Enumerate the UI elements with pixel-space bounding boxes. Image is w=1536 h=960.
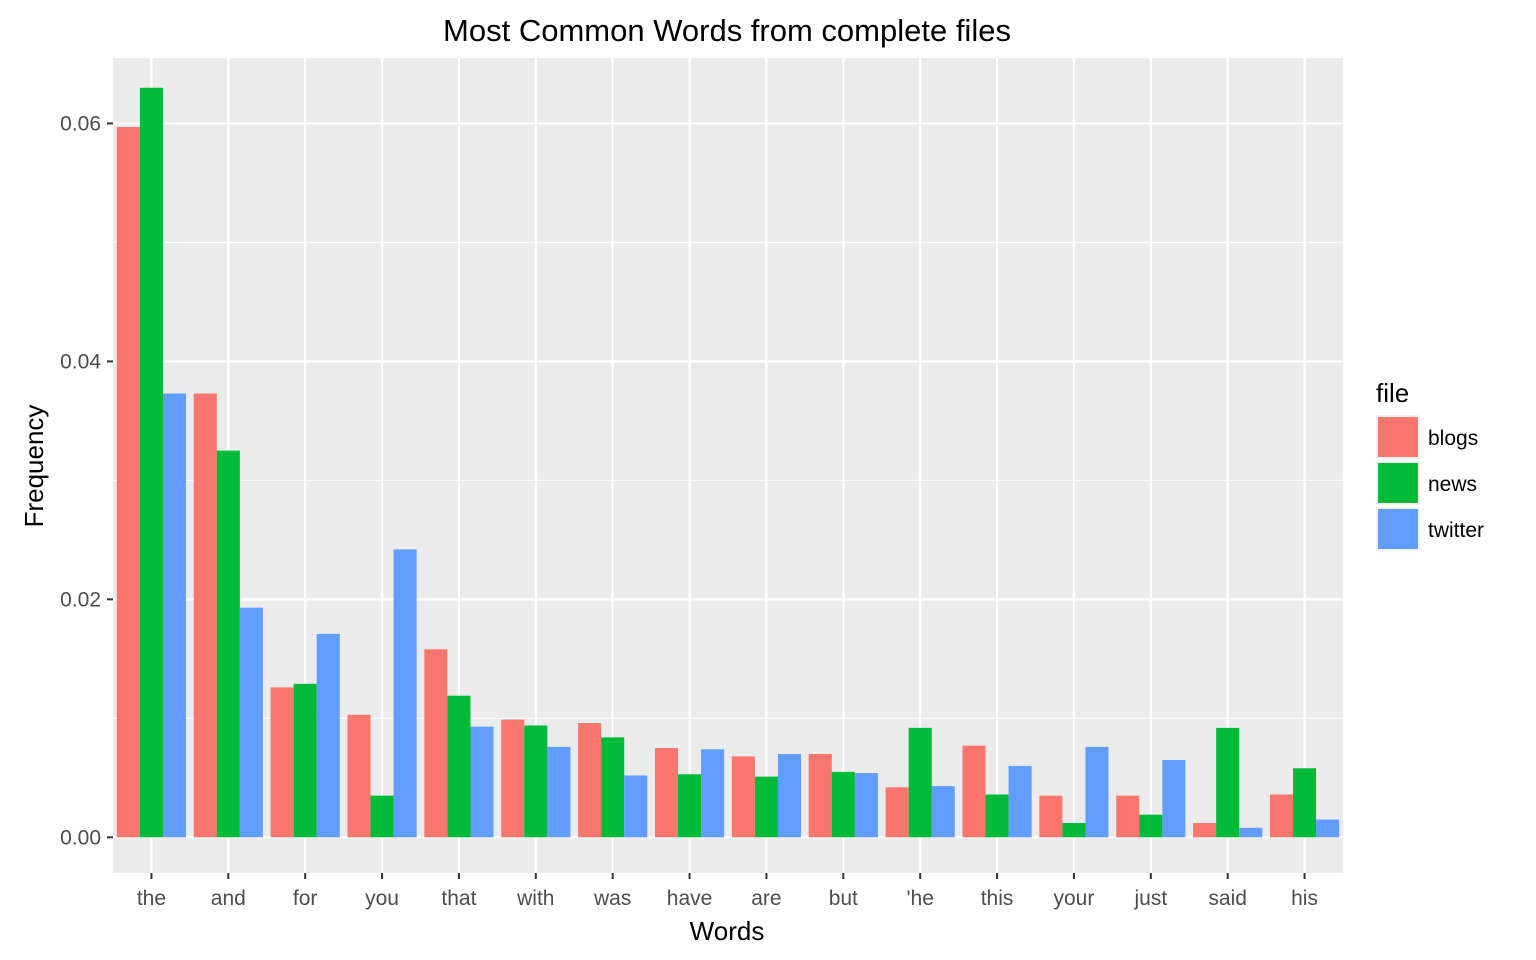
bar-news-but [831,771,855,838]
legend: file blogs news twitter [1376,378,1484,551]
bar-twitter-the [162,393,187,838]
x-tick-label: with [516,887,554,910]
bar-twitter-your [1085,746,1109,838]
legend-label-twitter: twitter [1428,519,1484,542]
chart-title: Most Common Words from complete files [443,13,1011,48]
bar-news-are [754,776,778,838]
bar-blogs-his [1269,794,1294,838]
x-tick-label: for [293,887,318,910]
x-axis: the and for you that with was have are but 'he this… [137,873,1318,910]
bar-news-the [139,87,163,838]
bar-twitter-you [393,549,417,838]
bar-twitter-just [1162,759,1186,838]
x-tick-label: but [829,887,858,910]
bar-news-your [1062,823,1086,838]
bar-twitter-said [1239,827,1263,838]
bar-blogs-this [962,745,986,838]
bar-blogs-are [731,756,755,838]
bar-twitter-that [470,726,494,838]
bar-twitter-with [547,746,571,838]
bar-twitter-his [1316,819,1340,838]
bar-blogs-for [270,687,294,838]
bar-news-was [601,737,625,838]
x-tick-label: 'he [907,887,934,910]
bar-blogs-have [654,748,679,838]
legend-label-blogs: blogs [1428,427,1478,450]
bar-blogs-that [424,649,448,838]
x-tick-label: are [751,887,781,910]
x-tick-label: that [441,887,476,910]
legend-title: file [1376,378,1409,408]
bar-blogs-and [193,393,217,838]
bar-news-with [524,725,548,838]
y-tick-label: 0.04 [60,350,101,373]
bar-twitter-this [1008,765,1032,838]
bar-news-just [1139,814,1163,838]
y-tick-label: 0.00 [60,826,101,849]
bar-twitter-was [624,775,648,838]
legend-swatch-blogs [1378,417,1418,457]
bar-news-'he [908,727,932,838]
bar-blogs-'he [885,787,909,838]
x-tick-label: you [365,887,399,910]
bar-twitter-for [316,633,340,838]
x-axis-title: Words [690,916,765,946]
bar-news-that [447,695,471,838]
bar-blogs-said [1193,823,1217,838]
y-axis: 0.00 0.02 0.04 0.06 [60,112,113,849]
x-tick-label: just [1133,887,1167,910]
bar-twitter-and [239,607,263,838]
legend-label-news: news [1428,473,1477,496]
bar-blogs-you [347,714,371,838]
bar-news-and [216,450,240,838]
legend-swatch-twitter [1378,509,1418,549]
bar-twitter-but [854,773,878,838]
bar-twitter-are [777,754,802,838]
bar-blogs-your [1039,795,1063,838]
bar-blogs-was [578,723,602,838]
y-tick-label: 0.06 [60,112,101,135]
y-axis-title: Frequency [19,405,49,528]
bar-news-for [293,683,317,838]
x-tick-label: said [1208,887,1247,910]
y-tick-label: 0.02 [60,588,101,611]
x-tick-label: and [211,887,246,910]
bar-blogs-just [1116,795,1140,838]
bar-blogs-with [501,719,525,838]
bar-twitter-'he [931,786,955,838]
x-tick-label: was [593,887,631,910]
x-tick-label: your [1054,887,1095,910]
x-tick-label: the [137,887,166,910]
bar-news-have [678,774,702,838]
bar-news-his [1293,768,1317,838]
bars [116,87,1340,838]
legend-swatch-news [1378,463,1418,503]
bar-news-you [370,795,394,838]
x-tick-label: this [981,887,1014,910]
bar-news-this [985,794,1009,838]
bar-news-said [1216,727,1240,838]
x-tick-label: his [1291,887,1318,910]
bar-blogs-the [116,127,140,838]
x-tick-label: have [667,887,713,910]
bar-twitter-have [701,749,725,838]
bar-blogs-but [808,754,832,838]
